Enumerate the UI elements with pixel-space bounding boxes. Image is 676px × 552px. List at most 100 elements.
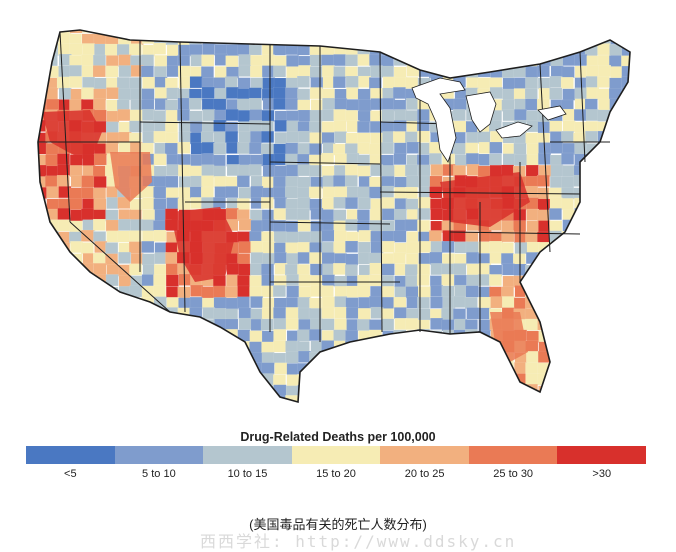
county-cell xyxy=(82,76,95,89)
county-cell xyxy=(153,198,167,211)
county-cell xyxy=(92,374,106,387)
county-cell xyxy=(261,109,275,122)
county-cell xyxy=(214,176,227,188)
county-cell xyxy=(309,385,323,397)
legend-swatch-3 xyxy=(291,446,381,464)
county-cell xyxy=(285,98,298,111)
county-cell xyxy=(93,395,106,402)
county-cell xyxy=(190,329,204,342)
county-cell xyxy=(501,384,515,397)
county-cell xyxy=(141,30,155,34)
county-cell xyxy=(562,30,575,33)
county-cell xyxy=(609,341,623,354)
county-cell xyxy=(466,164,480,176)
legend-label-3: 15 to 20 xyxy=(316,468,356,480)
county-cell xyxy=(250,308,264,321)
county-cell xyxy=(537,44,550,57)
county-cell xyxy=(452,143,466,155)
county-cell xyxy=(237,285,251,298)
county-cell xyxy=(309,87,323,100)
county-cell xyxy=(465,373,479,386)
county-cell xyxy=(441,274,455,286)
county-cell xyxy=(129,263,143,276)
county-cell xyxy=(166,164,180,177)
county-cell xyxy=(454,362,467,374)
county-cell xyxy=(69,99,83,111)
county-cell xyxy=(562,108,576,121)
county-cell xyxy=(550,241,564,254)
county-cell xyxy=(405,110,418,122)
county-cell xyxy=(453,43,467,56)
county-cell xyxy=(635,187,648,199)
county-cell xyxy=(454,384,468,397)
county-cell xyxy=(142,373,156,385)
county-cell xyxy=(633,54,646,66)
county-cell xyxy=(609,131,623,144)
county-cell xyxy=(368,395,382,402)
county-cell xyxy=(562,286,576,299)
county-cell xyxy=(610,30,624,34)
county-cell xyxy=(130,88,144,101)
county-cell xyxy=(418,308,432,321)
county-cell xyxy=(250,54,264,67)
county-cell xyxy=(237,77,251,90)
county-cell xyxy=(118,275,132,287)
county-cell xyxy=(610,264,624,277)
county-cell xyxy=(118,251,131,264)
county-cell xyxy=(634,165,647,177)
county-cell xyxy=(332,76,346,89)
county-cell xyxy=(561,318,575,331)
county-cell xyxy=(442,33,456,46)
county-cell xyxy=(345,75,359,88)
county-cell xyxy=(92,218,106,231)
county-cell xyxy=(297,219,311,232)
county-cell xyxy=(466,307,480,320)
county-cell xyxy=(226,263,240,276)
county-cell xyxy=(225,297,239,310)
county-cell xyxy=(635,373,648,385)
county-cell xyxy=(526,395,540,402)
county-cell xyxy=(550,385,564,397)
county-cell xyxy=(333,209,347,222)
county-cell xyxy=(418,42,432,55)
county-cell xyxy=(214,109,227,122)
county-cell xyxy=(441,263,455,276)
county-cell xyxy=(262,241,276,254)
county-cell xyxy=(274,275,287,287)
county-cell xyxy=(286,32,300,45)
county-cell xyxy=(273,307,287,320)
county-cell xyxy=(525,30,539,33)
county-cell xyxy=(574,220,588,233)
county-cell xyxy=(394,396,408,402)
county-cell xyxy=(38,76,47,89)
county-cell xyxy=(478,230,492,242)
county-cell xyxy=(598,164,612,177)
county-cell xyxy=(608,165,622,178)
county-cell xyxy=(345,240,358,253)
county-cell xyxy=(69,165,83,177)
county-cell xyxy=(405,241,419,254)
county-cell xyxy=(358,384,372,396)
county-cell xyxy=(237,43,251,55)
county-cell xyxy=(310,77,324,89)
county-cell xyxy=(382,165,396,177)
county-cell xyxy=(621,30,630,33)
county-cell xyxy=(609,208,623,221)
county-cell xyxy=(130,373,143,386)
county-cell xyxy=(82,329,96,342)
county-cell xyxy=(549,351,563,363)
county-cell xyxy=(237,253,251,266)
county-cell xyxy=(273,329,287,341)
county-cell xyxy=(550,275,564,287)
county-cell xyxy=(621,121,630,134)
county-cell xyxy=(393,208,407,221)
county-cell xyxy=(202,109,216,122)
county-cell xyxy=(237,274,251,287)
county-cell xyxy=(454,241,468,254)
county-cell xyxy=(525,164,539,177)
county-cell xyxy=(130,339,144,352)
high-rate-region xyxy=(490,312,528,362)
county-cell xyxy=(633,352,646,364)
county-cell xyxy=(621,143,630,156)
county-cell xyxy=(165,352,179,365)
